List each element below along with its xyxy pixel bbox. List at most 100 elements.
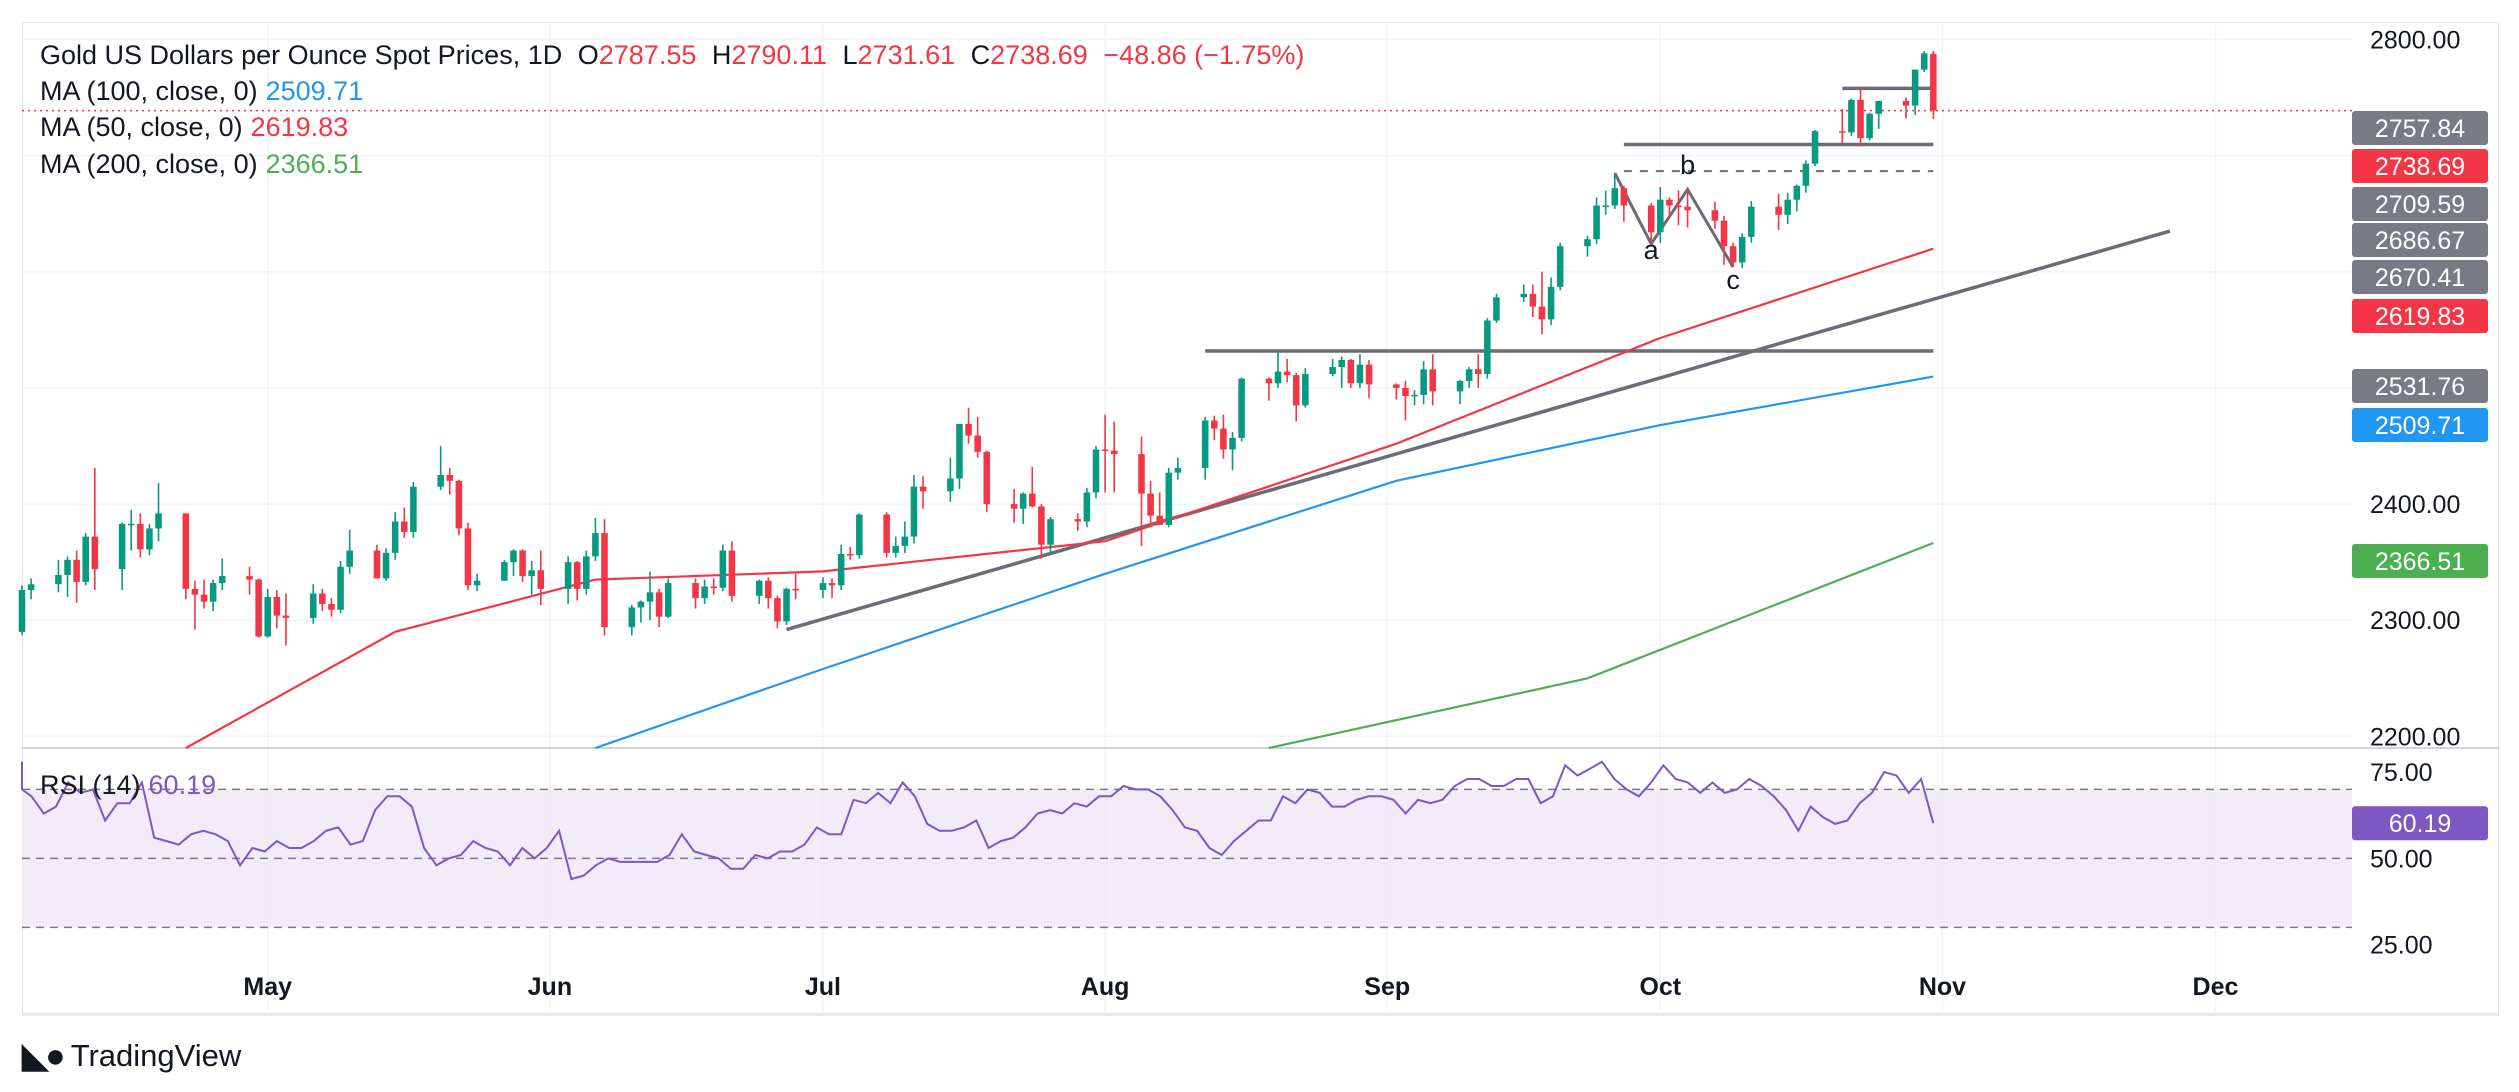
candle-up: [410, 486, 417, 532]
candle-down: [1711, 210, 1719, 221]
time-tick-label: May: [243, 973, 292, 1001]
candle-up: [55, 574, 62, 585]
candle-up: [1047, 519, 1054, 545]
candle-up: [1238, 378, 1245, 438]
candle-up: [1092, 449, 1100, 493]
candle-down: [1620, 188, 1628, 206]
candle-down: [983, 451, 991, 505]
ma200-value: 2366.51: [265, 149, 364, 179]
price-badge-label: 2738.69: [2375, 153, 2465, 181]
legend-rsi[interactable]: RSI (14) 60.19: [40, 770, 224, 801]
rsi-label: RSI (14): [40, 770, 141, 800]
price-badge: [2352, 149, 2488, 183]
candle-up: [628, 607, 636, 628]
candle-up: [1584, 239, 1591, 247]
change-value: −48.86 (−1.75%): [1103, 40, 1305, 70]
candle-up: [155, 513, 162, 529]
candle-up: [1920, 53, 1928, 70]
candle-up: [646, 592, 654, 602]
ma50-line: [185, 247, 1934, 749]
candle-down: [1156, 515, 1163, 525]
candle-down: [728, 550, 736, 596]
high-value: 2790.11: [731, 40, 827, 70]
candle-up: [1593, 205, 1600, 240]
price-badge: [2352, 187, 2488, 221]
time-tick-label: Sep: [1364, 973, 1410, 1001]
candle-down: [1220, 428, 1227, 450]
candle-down: [573, 562, 581, 589]
candle-down: [400, 521, 408, 532]
price-badge-label: 2670.41: [2375, 264, 2465, 292]
candle-down: [1365, 364, 1373, 385]
candle-down: [1666, 199, 1673, 206]
time-tick-label: Oct: [1639, 973, 1681, 1001]
rsi-badge-label: 60.19: [2389, 810, 2452, 838]
candle-up: [1811, 131, 1819, 164]
ma200-line: [1268, 541, 1934, 750]
tradingview-logo[interactable]: ◣● TradingView: [22, 1036, 241, 1076]
candle-down: [182, 513, 190, 589]
candle-up: [309, 593, 317, 618]
wave-label-b: b: [1680, 150, 1695, 180]
open-value: 2787.55: [598, 40, 697, 70]
candle-down: [1429, 369, 1437, 392]
price-badge: [2352, 299, 2488, 333]
candle-up: [346, 550, 353, 567]
candle-up: [337, 566, 344, 610]
price-badge: [2352, 544, 2488, 578]
candle-down: [1211, 420, 1218, 429]
candle-down: [1720, 220, 1728, 247]
price-badge-label: 2757.84: [2375, 115, 2465, 143]
legend-ma50[interactable]: MA (50, close, 0) 2619.83: [40, 112, 356, 143]
candle-down: [1265, 378, 1273, 384]
candle-down: [1839, 131, 1846, 133]
candle-up: [1356, 364, 1364, 384]
ma200-label: MA (200, close, 0): [40, 149, 258, 179]
candle-up: [1493, 297, 1500, 321]
candle-up: [1875, 100, 1882, 114]
candle-down: [1147, 493, 1154, 516]
price-badge-label: 2531.76: [2375, 373, 2465, 401]
price-badge: [2352, 111, 2488, 145]
candle-up: [755, 580, 763, 596]
candle-up: [1229, 437, 1236, 450]
price-badge-label: 2686.67: [2375, 227, 2465, 255]
candle-up: [510, 550, 517, 563]
candle-down: [1675, 205, 1682, 208]
tradingview-icon: ◣●: [22, 1037, 66, 1075]
candle-down: [765, 580, 772, 599]
candle-down: [1074, 519, 1082, 522]
trendline: [786, 229, 2171, 632]
candle-up: [856, 514, 863, 556]
candle-up: [583, 556, 590, 589]
candle-up: [391, 521, 399, 553]
candle-up: [118, 523, 126, 570]
candle-down: [1347, 360, 1355, 384]
price-badge: [2352, 260, 2488, 294]
time-tick-label: Aug: [1081, 973, 1130, 1001]
close-value: 2738.69: [990, 40, 1088, 70]
candle-up: [1748, 206, 1755, 237]
candle-down: [828, 583, 836, 586]
candle-down: [319, 593, 326, 604]
candle-down: [246, 576, 253, 580]
legend-ma100[interactable]: MA (100, close, 0) 2509.71: [40, 76, 371, 107]
candle-up: [1784, 199, 1791, 215]
candle-down: [1775, 206, 1782, 215]
candle-down: [846, 554, 854, 556]
wave-label-a: a: [1644, 235, 1660, 265]
candle-up: [947, 478, 954, 492]
candle-up: [956, 423, 963, 479]
price-badge-label: 2709.59: [2375, 191, 2465, 219]
candle-up: [1738, 236, 1746, 263]
candle-up: [819, 583, 827, 591]
rsi-tick-label: 50.00: [2370, 845, 2433, 873]
candle-down: [1292, 375, 1300, 406]
candle-up: [1547, 286, 1555, 320]
candle-down: [1110, 450, 1118, 455]
candle-down: [200, 594, 208, 602]
candle-down: [373, 550, 381, 579]
candle-up: [1201, 420, 1209, 469]
legend-ma200[interactable]: MA (200, close, 0) 2366.51: [40, 149, 371, 180]
